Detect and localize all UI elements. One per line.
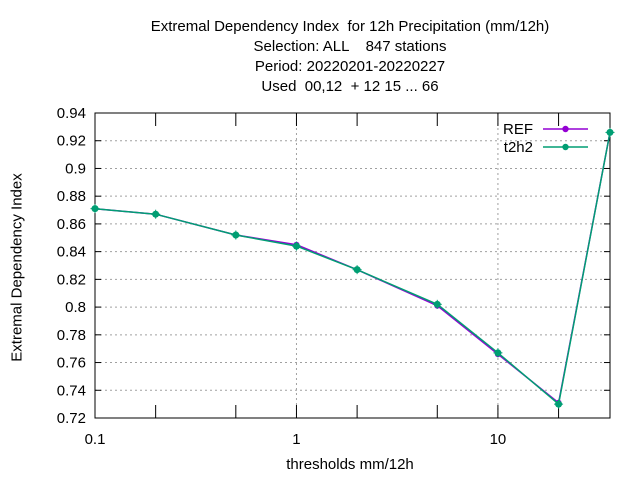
title-line-2: Selection: ALL 847 stations (253, 38, 447, 55)
legend-label-t2h2: t2h2 (504, 139, 533, 156)
x-tick-label: 1 (292, 431, 300, 448)
y-tick-label: 0.86 (57, 216, 86, 233)
y-tick-label: 0.76 (57, 355, 86, 372)
y-tick-label: 0.84 (57, 244, 86, 261)
x-tick-label: 0.1 (85, 431, 106, 448)
title-line-3: Period: 20220201-20220227 (254, 58, 446, 75)
y-tick-label: 0.78 (57, 327, 86, 344)
y-tick-label: 0.88 (57, 188, 86, 205)
title-line-4: Used 00,12 + 12 15 ... 66 (261, 78, 439, 95)
y-tick-label: 0.9 (65, 160, 86, 177)
legend-marker-t2h2 (562, 143, 569, 151)
legend-label-REF: REF (503, 121, 533, 138)
y-tick-label: 0.92 (57, 133, 86, 150)
y-tick-label: 0.94 (57, 105, 86, 122)
series-line-t2h2 (94, 132, 611, 406)
y-tick-label: 0.8 (65, 299, 86, 316)
plot-frame (94, 112, 611, 419)
legend-marker-REF (562, 125, 569, 133)
y-tick-label: 0.82 (57, 271, 86, 288)
title-line-1: Extremal Dependency Index for 12h Precip… (150, 18, 550, 35)
y-tick-label: 0.74 (57, 382, 86, 399)
x-tick-label: 10 (490, 431, 507, 448)
x-axis-label: thresholds mm/12h (286, 456, 414, 473)
y-tick-label: 0.72 (57, 410, 86, 427)
